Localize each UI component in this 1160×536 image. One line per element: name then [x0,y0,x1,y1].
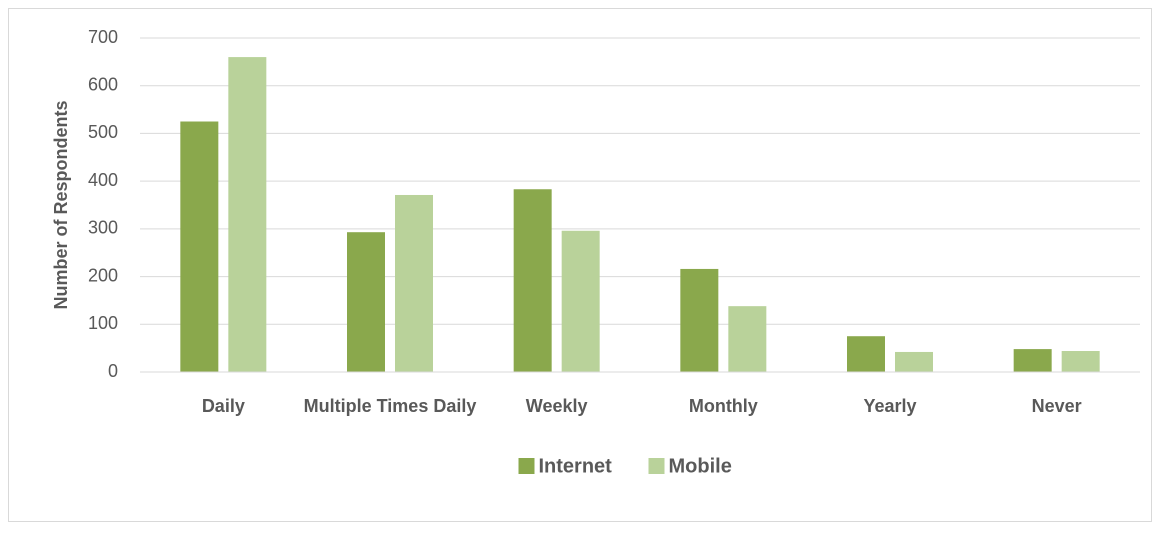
bar [847,336,885,372]
y-tick-label: 700 [88,27,118,47]
bar [895,351,933,372]
y-tick-label: 100 [88,313,118,333]
bar [680,268,719,372]
legend-label: Internet [539,455,613,477]
x-tick-label: Monthly [689,396,758,416]
x-tick-label: Weekly [526,396,588,416]
bar [1013,349,1052,372]
bar [1061,351,1100,372]
y-tick-label: 0 [108,361,118,381]
x-tick-label: Daily [202,396,245,416]
legend-swatch [518,458,535,474]
x-tick-label: Never [1032,396,1082,416]
bar [561,230,600,372]
y-axis-label: Number of Respondents [51,100,71,309]
bar [228,57,267,372]
legend-swatch [648,458,665,474]
bar [395,194,433,372]
legend-label: Mobile [669,455,732,477]
bar [347,232,385,372]
y-tick-label: 200 [88,265,118,285]
x-tick-label: Multiple Times Daily [304,396,477,416]
bar [513,189,552,372]
y-tick-label: 500 [88,122,118,142]
bar [180,121,219,372]
x-tick-label: Yearly [863,396,916,416]
bar [728,306,767,372]
y-tick-label: 400 [88,170,118,190]
y-tick-label: 300 [88,218,118,238]
y-tick-label: 600 [88,74,118,94]
